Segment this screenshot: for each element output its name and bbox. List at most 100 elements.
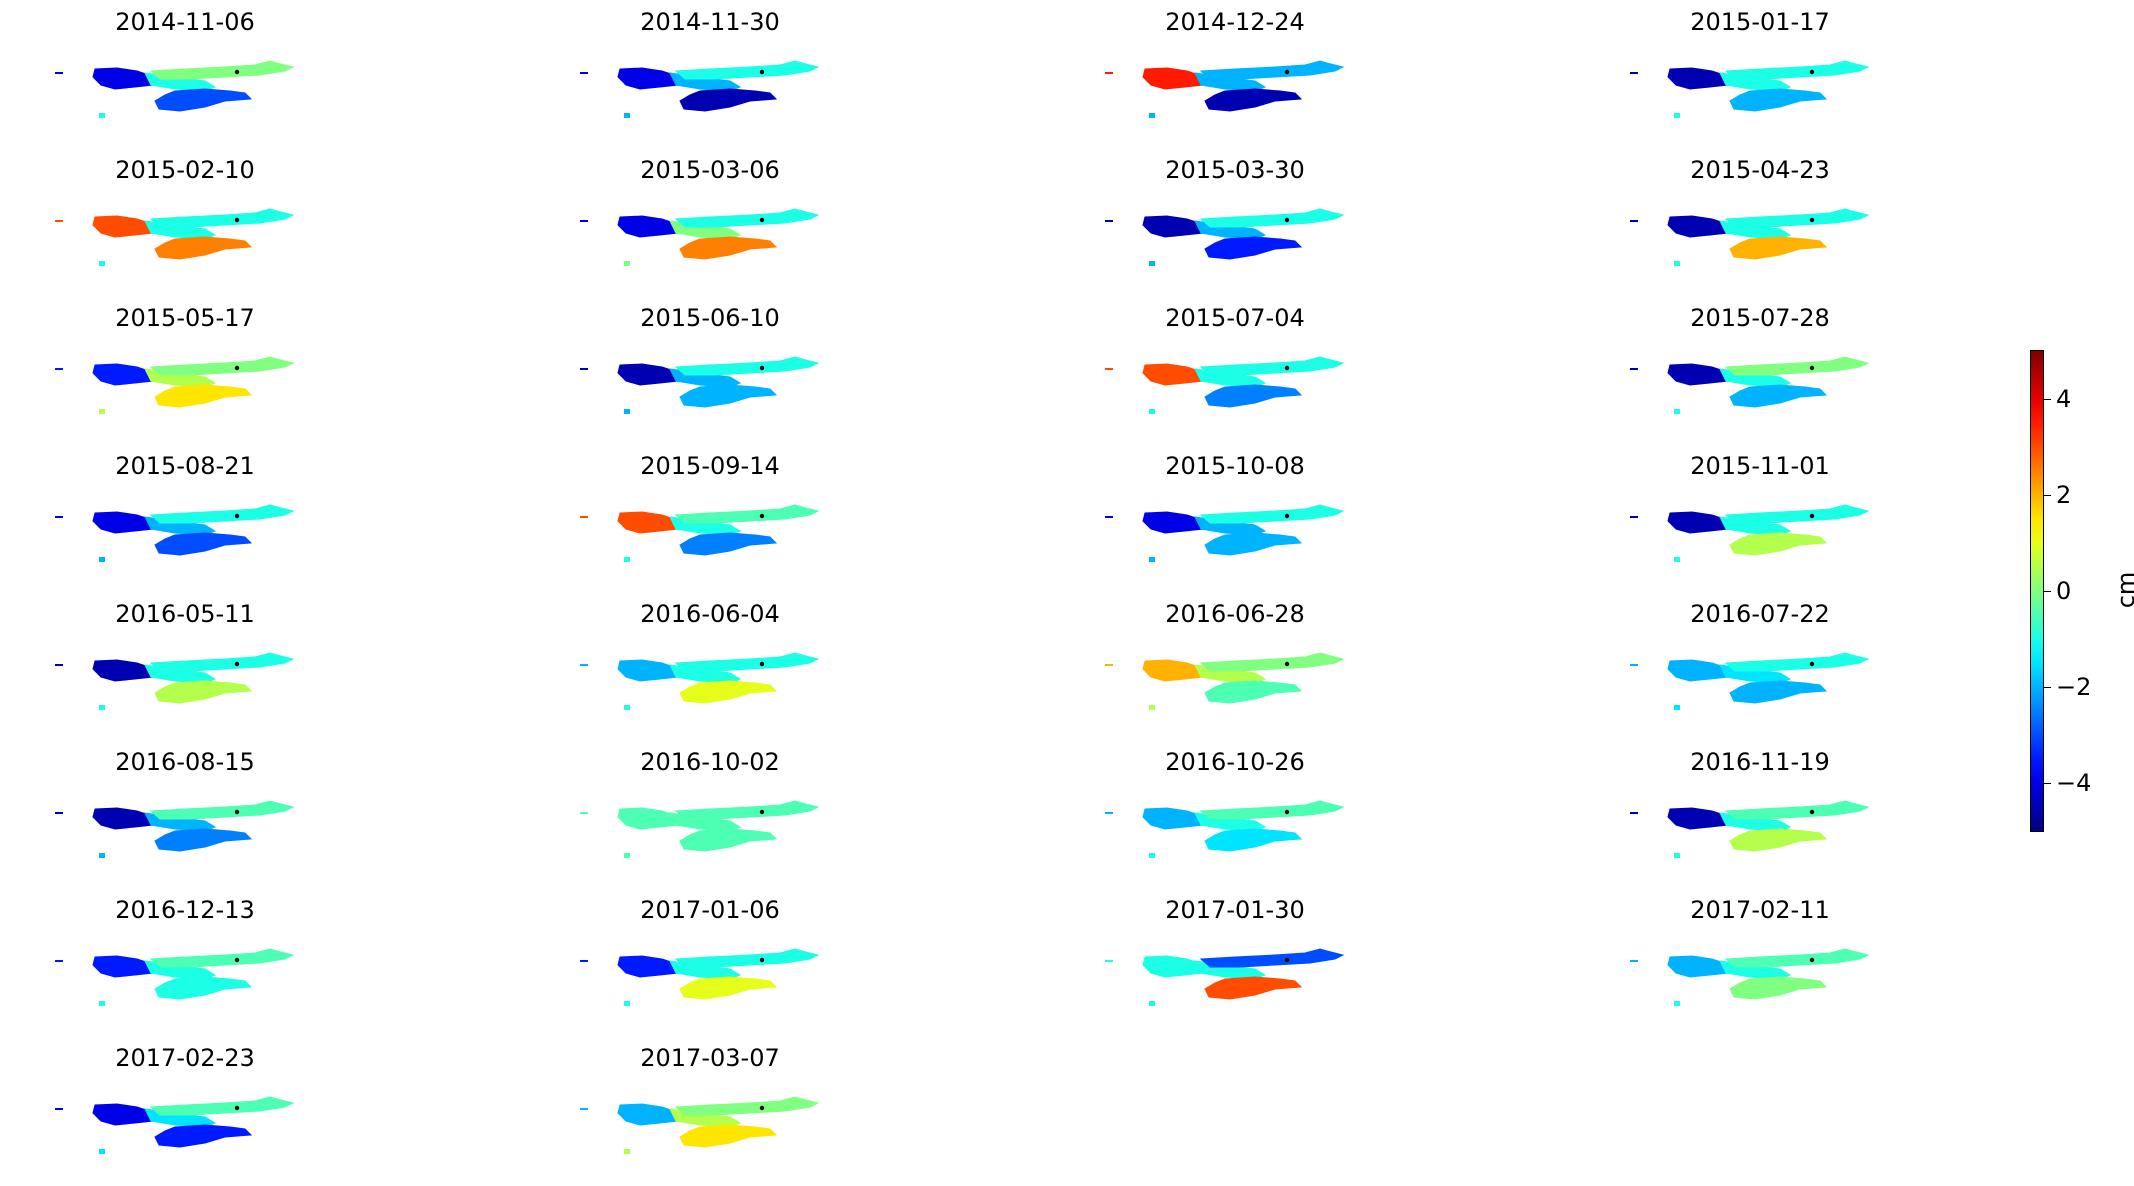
map-outlier — [1149, 1001, 1155, 1006]
displacement-map — [1105, 60, 1345, 118]
colorbar-tick-label: 0 — [2056, 577, 2072, 605]
subplot-title: 2015-04-23 — [1690, 156, 1830, 184]
map-outlier — [1674, 705, 1680, 710]
map-region-east — [149, 60, 295, 80]
subplot-title: 2017-03-07 — [640, 1044, 780, 1072]
map-region-east — [1724, 948, 1870, 968]
subplot-title: 2016-11-19 — [1690, 748, 1830, 776]
subplot-title: 2014-11-06 — [115, 8, 255, 36]
map-outlier — [624, 557, 630, 562]
map-region-south — [1729, 236, 1828, 260]
colorbar-tick — [2043, 783, 2051, 784]
colorbar-tick — [2043, 399, 2051, 400]
map-outlier — [1674, 261, 1680, 266]
subplot-title: 2015-03-06 — [640, 156, 780, 184]
map-region-east — [674, 800, 820, 820]
displacement-map — [1105, 800, 1345, 858]
subplot-title: 2014-11-30 — [640, 8, 780, 36]
map-region-south — [679, 680, 778, 704]
map-outlier — [1674, 1001, 1680, 1006]
map-outlier — [580, 220, 588, 222]
subplot-title: 2015-08-21 — [115, 452, 255, 480]
map-outlier — [1105, 664, 1113, 666]
reference-point-marker — [1284, 957, 1290, 963]
map-outlier — [1149, 557, 1155, 562]
reference-point-marker — [1284, 809, 1290, 815]
map-outlier — [1105, 368, 1113, 370]
reference-point-marker — [1284, 513, 1290, 519]
displacement-map — [1105, 948, 1345, 1006]
colorbar-tick-label: −2 — [2056, 673, 2092, 701]
subplot-panel: 2016-10-26 — [1050, 740, 1350, 890]
map-outlier — [1674, 113, 1680, 118]
subplot-title: 2015-11-01 — [1690, 452, 1830, 480]
map-region-east — [1724, 208, 1870, 228]
map-region-west — [1667, 511, 1731, 534]
map-outlier — [1149, 853, 1155, 858]
map-region-south — [1204, 384, 1303, 408]
map-outlier — [99, 113, 105, 118]
reference-point-marker — [234, 365, 240, 371]
map-outlier — [1149, 113, 1155, 118]
map-region-south — [679, 236, 778, 260]
map-region-south — [1204, 976, 1303, 1000]
map-outlier — [55, 368, 63, 370]
map-outlier — [580, 664, 588, 666]
subplot-panel: 2017-02-11 — [1575, 888, 1875, 1038]
map-region-west — [617, 363, 681, 386]
map-region-south — [1729, 88, 1828, 112]
map-outlier — [55, 72, 63, 74]
map-region-south — [679, 976, 778, 1000]
map-outlier — [55, 664, 63, 666]
displacement-map — [1105, 652, 1345, 710]
map-region-west — [617, 807, 681, 830]
map-region-west — [92, 363, 156, 386]
map-region-west — [1142, 511, 1206, 534]
subplot-title: 2016-06-28 — [1165, 600, 1305, 628]
map-outlier — [580, 72, 588, 74]
displacement-map — [55, 1096, 295, 1154]
reference-point-marker — [1809, 661, 1815, 667]
map-outlier — [624, 705, 630, 710]
reference-point-marker — [1809, 69, 1815, 75]
map-outlier — [1674, 557, 1680, 562]
map-region-east — [1199, 800, 1345, 820]
subplot-panel: 2016-06-28 — [1050, 592, 1350, 742]
reference-point-marker — [1809, 957, 1815, 963]
subplot-title: 2016-12-13 — [115, 896, 255, 924]
subplot-panel: 2015-07-28 — [1575, 296, 1875, 446]
map-outlier — [55, 1108, 63, 1110]
map-region-east — [1724, 356, 1870, 376]
reference-point-marker — [1809, 513, 1815, 519]
map-region-south — [1204, 532, 1303, 556]
subplot-panel: 2015-10-08 — [1050, 444, 1350, 594]
displacement-map — [55, 652, 295, 710]
displacement-map — [580, 60, 820, 118]
displacement-map — [55, 800, 295, 858]
map-region-south — [1729, 828, 1828, 852]
map-region-south — [1204, 236, 1303, 260]
map-region-west — [92, 807, 156, 830]
map-region-south — [679, 1124, 778, 1148]
map-region-east — [1199, 208, 1345, 228]
map-outlier — [55, 960, 63, 962]
displacement-map — [1630, 800, 1870, 858]
map-outlier — [1630, 368, 1638, 370]
subplot-grid: 2014-11-06 2014-11-30 2014-12-24 2015-01-17… — [55, 8, 1875, 1154]
displacement-map — [1105, 356, 1345, 414]
map-outlier — [1105, 516, 1113, 518]
map-region-south — [154, 236, 253, 260]
map-outlier — [1630, 516, 1638, 518]
displacement-map — [1105, 208, 1345, 266]
map-outlier — [624, 1149, 630, 1154]
subplot-title: 2015-02-10 — [115, 156, 255, 184]
map-region-east — [149, 652, 295, 672]
map-region-east — [674, 948, 820, 968]
displacement-map — [55, 504, 295, 562]
reference-point-marker — [1284, 661, 1290, 667]
map-region-west — [1142, 67, 1206, 90]
map-region-west — [1142, 807, 1206, 830]
map-outlier — [99, 1001, 105, 1006]
map-region-east — [149, 208, 295, 228]
map-outlier — [99, 261, 105, 266]
